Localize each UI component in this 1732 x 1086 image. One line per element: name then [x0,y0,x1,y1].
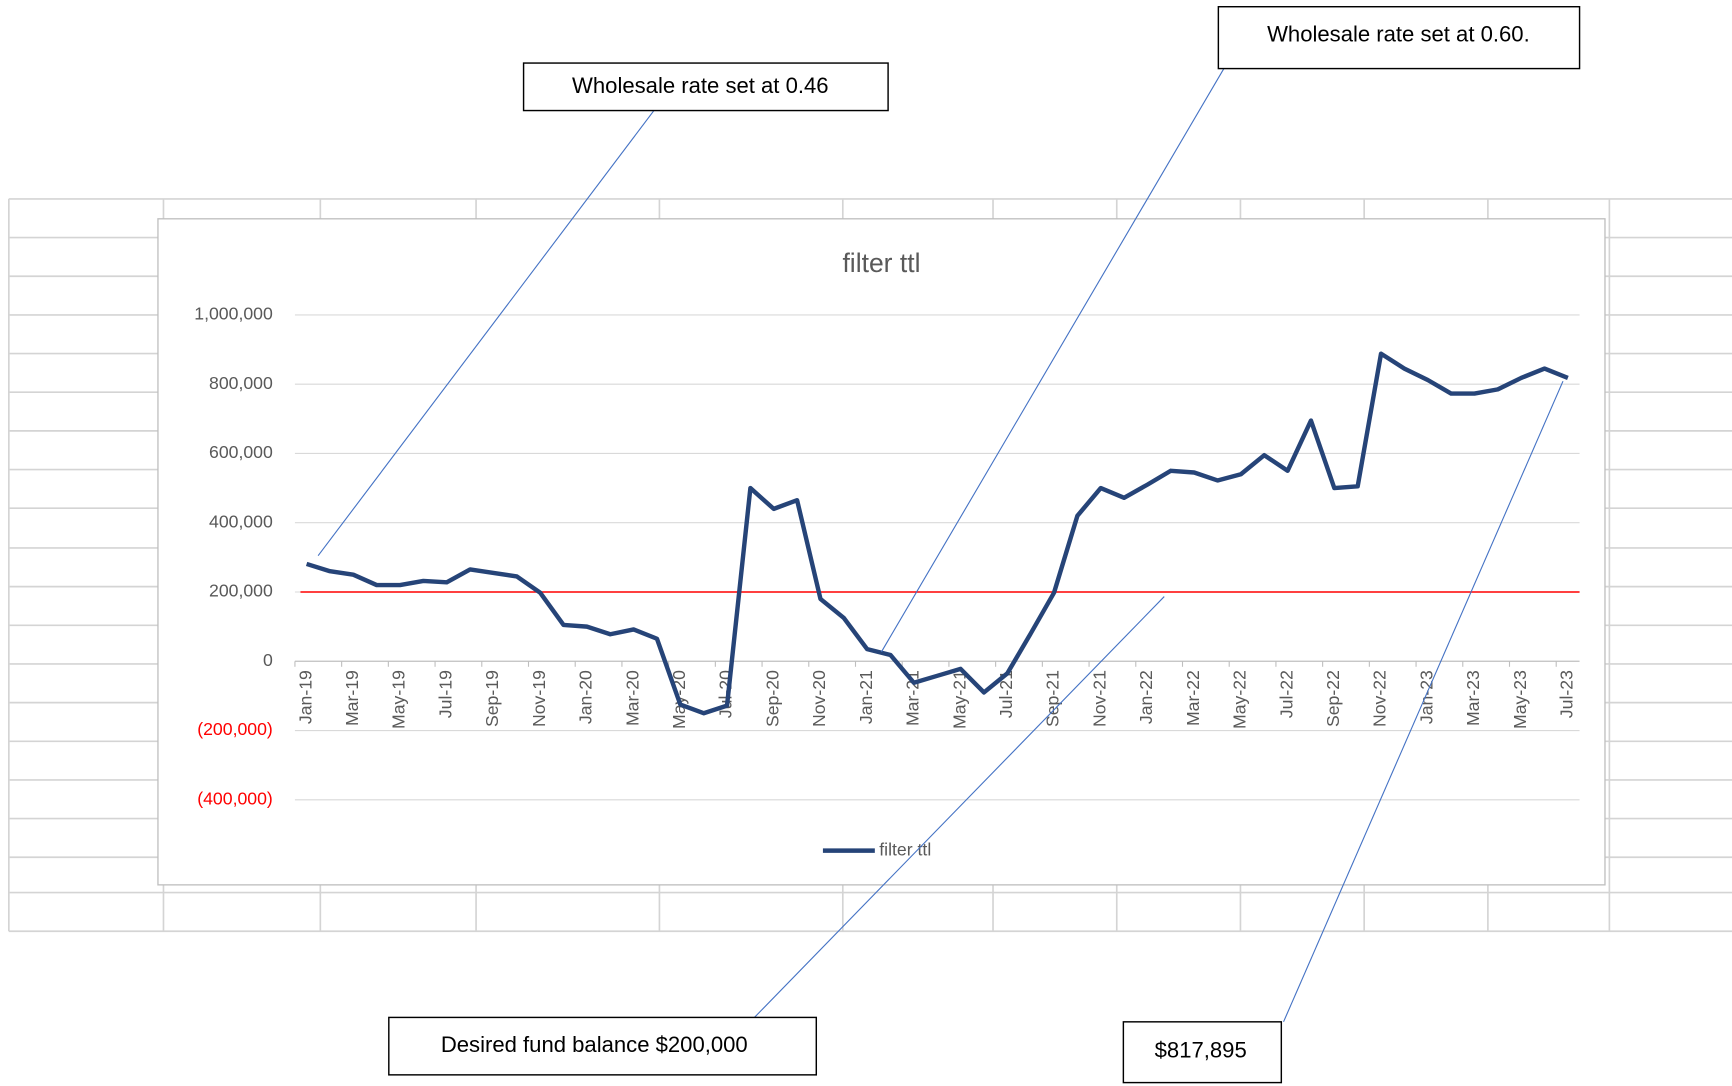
y-tick-label: 800,000 [209,373,273,393]
annotations: Wholesale rate set at 0.46 Wholesale rat… [317,6,1581,1084]
x-tick-label: Nov-22 [1370,670,1390,727]
series-line [305,351,1569,716]
x-tick-label: Mar-23 [1463,670,1483,726]
annotation-box [1217,6,1581,70]
x-tick-label: Sep-20 [762,670,782,727]
leader-line [317,110,655,557]
chart-area [157,218,1606,886]
annotation: Wholesale rate set at 0.60. [1267,21,1530,46]
x-tick-label: Jan-22 [1136,670,1156,724]
x-tick-label: Sep-21 [1043,670,1063,727]
leader-line [754,596,1165,1018]
x-tick-label: Mar-21 [903,670,923,726]
x-tick-label: Nov-19 [529,670,549,727]
x-tick-label: Jan-20 [576,670,596,724]
x-tick-label: Nov-20 [809,670,829,727]
annotation: Wholesale rate set at 0.46 [572,73,828,98]
x-tick-label: Mar-22 [1183,670,1203,726]
y-tick-label: (400,000) [197,788,273,808]
annotation: Desired fund balance $200,000 [441,1032,748,1057]
leader-line [880,68,1225,653]
y-tick-label: 1,000,000 [194,304,273,324]
annotation: $817,895 [1155,1037,1247,1062]
x-tick-label: Mar-20 [622,670,642,726]
x-tick-label: Jul-21 [996,670,1016,718]
x-tick-label: May-21 [949,670,969,729]
plot: (400,000) (200,000) 0 200,000 400,000 600,000… [194,304,1580,859]
x-tick-label: Jul-22 [1276,670,1296,718]
x-tick-label: May-19 [389,670,409,729]
x-tick-label: Jul-19 [435,670,455,718]
leader-line [1283,380,1564,1023]
x-tick-label: Jan-21 [856,670,876,724]
x-tick-label: Nov-21 [1089,670,1109,727]
x-tick-label: May-23 [1510,670,1530,729]
x-tick-label: Sep-22 [1323,670,1343,727]
x-tick-label: Jul-20 [716,670,736,718]
x-tick-label: Jul-23 [1557,670,1577,718]
annotation-box [522,62,889,112]
x-tick-label: May-22 [1230,670,1250,729]
x-tick-label: Jan-19 [295,670,315,724]
annotation-box [1122,1021,1283,1084]
chart-title: filter ttl [842,248,920,278]
legend-label: filter ttl [879,839,931,859]
y-tick-label: (200,000) [197,719,273,739]
y-tick-label: 400,000 [209,511,273,531]
x-tick-label: Mar-19 [342,670,362,726]
y-tick-label: 0 [263,650,273,670]
y-tick-label: 600,000 [209,442,273,462]
annotation-box [388,1016,818,1076]
x-tick-label: Sep-19 [482,670,502,727]
y-tick-label: 200,000 [209,581,273,601]
